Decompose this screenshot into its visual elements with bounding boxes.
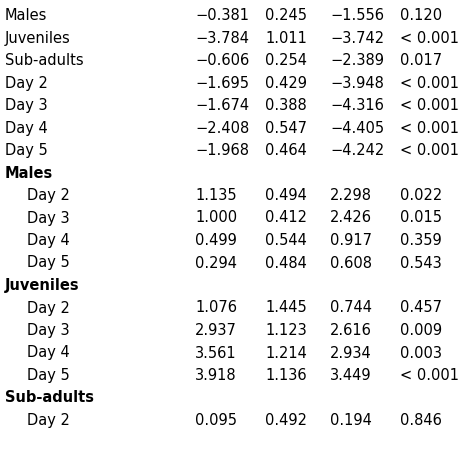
Text: Sub-adults: Sub-adults: [5, 391, 94, 405]
Text: 1.123: 1.123: [265, 323, 307, 338]
Text: Day 2: Day 2: [27, 413, 70, 428]
Text: 0.744: 0.744: [330, 301, 372, 316]
Text: −4.405: −4.405: [330, 120, 384, 136]
Text: 0.543: 0.543: [400, 255, 442, 271]
Text: Day 4: Day 4: [27, 233, 70, 248]
Text: −4.316: −4.316: [330, 98, 384, 113]
Text: 1.011: 1.011: [265, 30, 307, 46]
Text: 0.017: 0.017: [400, 53, 442, 68]
Text: −2.408: −2.408: [195, 120, 249, 136]
Text: −3.742: −3.742: [330, 30, 384, 46]
Text: 0.388: 0.388: [265, 98, 307, 113]
Text: < 0.001: < 0.001: [400, 75, 459, 91]
Text: 1.135: 1.135: [195, 188, 237, 203]
Text: 0.494: 0.494: [265, 188, 307, 203]
Text: −2.389: −2.389: [330, 53, 384, 68]
Text: < 0.001: < 0.001: [400, 368, 459, 383]
Text: 0.547: 0.547: [265, 120, 307, 136]
Text: 0.484: 0.484: [265, 255, 307, 271]
Text: Sub-adults: Sub-adults: [5, 53, 83, 68]
Text: < 0.001: < 0.001: [400, 30, 459, 46]
Text: 0.294: 0.294: [195, 255, 237, 271]
Text: 0.464: 0.464: [265, 143, 307, 158]
Text: −1.556: −1.556: [330, 8, 384, 23]
Text: 2.426: 2.426: [330, 210, 372, 226]
Text: 0.194: 0.194: [330, 413, 372, 428]
Text: Day 2: Day 2: [5, 75, 48, 91]
Text: −1.674: −1.674: [195, 98, 249, 113]
Text: 2.934: 2.934: [330, 346, 372, 361]
Text: Day 4: Day 4: [27, 346, 70, 361]
Text: Day 5: Day 5: [5, 143, 48, 158]
Text: Day 5: Day 5: [27, 368, 70, 383]
Text: −3.784: −3.784: [195, 30, 249, 46]
Text: 1.136: 1.136: [265, 368, 307, 383]
Text: 0.457: 0.457: [400, 301, 442, 316]
Text: 0.015: 0.015: [400, 210, 442, 226]
Text: 0.359: 0.359: [400, 233, 442, 248]
Text: 0.095: 0.095: [195, 413, 237, 428]
Text: −1.695: −1.695: [195, 75, 249, 91]
Text: −4.242: −4.242: [330, 143, 384, 158]
Text: 2.298: 2.298: [330, 188, 372, 203]
Text: 1.076: 1.076: [195, 301, 237, 316]
Text: Day 3: Day 3: [5, 98, 47, 113]
Text: 0.120: 0.120: [400, 8, 442, 23]
Text: Day 4: Day 4: [5, 120, 48, 136]
Text: 0.608: 0.608: [330, 255, 372, 271]
Text: Juveniles: Juveniles: [5, 278, 80, 293]
Text: 3.449: 3.449: [330, 368, 372, 383]
Text: 0.022: 0.022: [400, 188, 442, 203]
Text: −1.968: −1.968: [195, 143, 249, 158]
Text: < 0.001: < 0.001: [400, 120, 459, 136]
Text: 1.445: 1.445: [265, 301, 307, 316]
Text: 0.499: 0.499: [195, 233, 237, 248]
Text: 3.918: 3.918: [195, 368, 237, 383]
Text: Day 3: Day 3: [27, 210, 70, 226]
Text: 0.254: 0.254: [265, 53, 307, 68]
Text: < 0.001: < 0.001: [400, 98, 459, 113]
Text: Day 2: Day 2: [27, 301, 70, 316]
Text: < 0.001: < 0.001: [400, 143, 459, 158]
Text: 3.561: 3.561: [195, 346, 237, 361]
Text: 0.544: 0.544: [265, 233, 307, 248]
Text: −0.606: −0.606: [195, 53, 249, 68]
Text: 0.009: 0.009: [400, 323, 442, 338]
Text: 2.616: 2.616: [330, 323, 372, 338]
Text: 0.492: 0.492: [265, 413, 307, 428]
Text: 0.412: 0.412: [265, 210, 307, 226]
Text: 0.245: 0.245: [265, 8, 307, 23]
Text: 0.846: 0.846: [400, 413, 442, 428]
Text: 1.000: 1.000: [195, 210, 237, 226]
Text: 1.214: 1.214: [265, 346, 307, 361]
Text: −3.948: −3.948: [330, 75, 384, 91]
Text: Juveniles: Juveniles: [5, 30, 71, 46]
Text: −0.381: −0.381: [195, 8, 249, 23]
Text: Males: Males: [5, 165, 53, 181]
Text: 0.429: 0.429: [265, 75, 307, 91]
Text: Males: Males: [5, 8, 47, 23]
Text: 2.937: 2.937: [195, 323, 237, 338]
Text: Day 5: Day 5: [27, 255, 70, 271]
Text: Day 2: Day 2: [27, 188, 70, 203]
Text: Day 3: Day 3: [27, 323, 70, 338]
Text: 0.003: 0.003: [400, 346, 442, 361]
Text: 0.917: 0.917: [330, 233, 372, 248]
